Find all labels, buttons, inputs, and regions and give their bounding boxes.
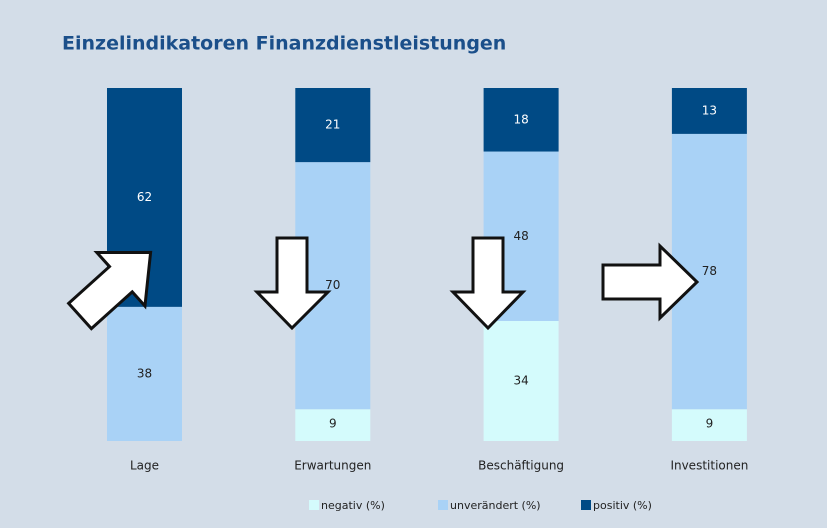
x-tick-label: Lage <box>130 459 159 473</box>
bar-segment <box>483 320 559 441</box>
value-label: 21 <box>325 118 340 132</box>
bar-segment <box>107 306 182 441</box>
value-label: 78 <box>702 264 717 278</box>
legend-label: unverändert (%) <box>450 499 541 512</box>
x-tick-label: Beschäftigung <box>478 459 564 473</box>
bar-segment <box>671 88 747 134</box>
value-label: 48 <box>513 229 528 243</box>
value-label: 62 <box>137 190 152 204</box>
plot: 03862Lage97021Erwartungen344818Beschäfti… <box>107 88 748 473</box>
arrows <box>66 236 700 331</box>
legend-swatch <box>309 500 319 510</box>
arrow-down <box>253 236 332 331</box>
value-label: 38 <box>137 366 152 380</box>
value-label: 34 <box>513 373 528 387</box>
x-tick-label: Investitionen <box>670 459 748 473</box>
value-label: 9 <box>706 417 714 431</box>
arrow-down <box>449 236 527 331</box>
arrow-up-right <box>66 250 153 331</box>
legend-label: negativ (%) <box>321 499 385 512</box>
legend-swatch <box>581 500 591 510</box>
bar-segment <box>483 88 559 152</box>
value-label: 9 <box>329 417 337 431</box>
chart-title: Einzelindikatoren Finanzdienstleistungen <box>62 33 506 55</box>
bar-segment <box>295 88 371 163</box>
bar-segment <box>295 409 371 441</box>
value-label: 18 <box>513 112 528 126</box>
value-label: 13 <box>702 103 717 117</box>
legend-swatch <box>438 500 448 510</box>
value-label: 70 <box>325 278 340 292</box>
legend-label: positiv (%) <box>593 499 652 512</box>
arrow-right <box>601 242 700 322</box>
bar-segment <box>671 409 747 441</box>
x-tick-label: Erwartungen <box>294 459 371 473</box>
